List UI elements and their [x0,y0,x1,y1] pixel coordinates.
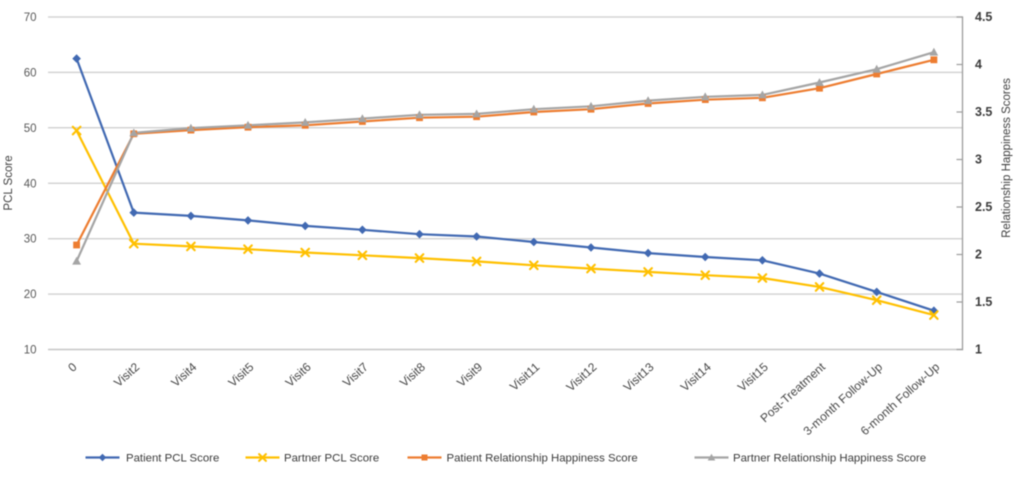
svg-text:3: 3 [975,153,982,167]
svg-text:3.5: 3.5 [975,105,992,119]
svg-text:50: 50 [24,123,37,135]
svg-text:70: 70 [24,12,37,24]
svg-text:2: 2 [975,248,982,262]
svg-text:1.5: 1.5 [975,295,992,309]
svg-text:Patient PCL Score: Patient PCL Score [126,452,219,464]
svg-text:60: 60 [24,67,37,79]
svg-text:40: 40 [24,178,37,190]
svg-text:4: 4 [975,58,982,72]
svg-text:PCL Score: PCL Score [3,155,15,210]
svg-text:Patient Relationship Happiness: Patient Relationship Happiness Score [447,452,638,464]
svg-text:2.5: 2.5 [975,200,992,214]
svg-text:30: 30 [24,234,37,246]
svg-text:Relationship Happiness Scores: Relationship Happiness Scores [1001,78,1013,238]
svg-text:Partner PCL Score: Partner PCL Score [284,452,379,464]
svg-text:1: 1 [975,343,982,357]
svg-text:Partner Relationship Happiness: Partner Relationship Happiness Score [733,452,926,464]
svg-text:20: 20 [24,289,37,301]
svg-text:10: 10 [24,345,37,357]
svg-text:4.5: 4.5 [975,10,992,24]
